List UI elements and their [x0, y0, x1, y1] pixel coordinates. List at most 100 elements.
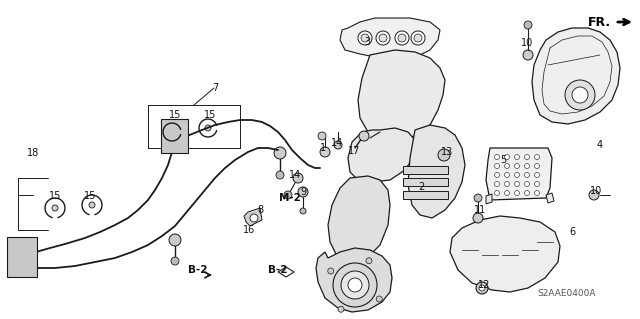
Circle shape — [341, 271, 369, 299]
Circle shape — [525, 190, 529, 196]
Bar — [403, 191, 448, 199]
Circle shape — [276, 171, 284, 179]
Text: 15: 15 — [84, 191, 96, 201]
Polygon shape — [486, 194, 492, 204]
FancyBboxPatch shape — [7, 237, 37, 277]
Polygon shape — [348, 128, 415, 182]
Polygon shape — [546, 193, 554, 203]
Circle shape — [572, 87, 588, 103]
Circle shape — [333, 263, 377, 307]
Circle shape — [504, 190, 509, 196]
Circle shape — [52, 205, 58, 211]
Circle shape — [504, 154, 509, 160]
Text: FR.: FR. — [588, 16, 611, 28]
Circle shape — [525, 182, 529, 187]
Bar — [403, 178, 448, 186]
Text: B-2: B-2 — [188, 265, 208, 275]
Text: 15: 15 — [204, 110, 216, 120]
Circle shape — [476, 282, 488, 294]
Text: 14: 14 — [331, 138, 343, 148]
Circle shape — [320, 147, 330, 157]
Circle shape — [379, 34, 387, 42]
Circle shape — [348, 278, 362, 292]
Circle shape — [525, 164, 529, 168]
Circle shape — [474, 194, 482, 202]
Circle shape — [534, 164, 540, 168]
Circle shape — [525, 173, 529, 177]
Text: 9: 9 — [300, 187, 306, 197]
Circle shape — [495, 182, 499, 187]
Text: 12: 12 — [478, 280, 490, 290]
Text: 13: 13 — [441, 147, 453, 157]
Text: 16: 16 — [243, 225, 255, 235]
Circle shape — [205, 125, 211, 131]
Polygon shape — [532, 28, 620, 124]
Circle shape — [504, 173, 509, 177]
Circle shape — [523, 50, 533, 60]
Polygon shape — [244, 208, 262, 226]
Circle shape — [318, 132, 326, 140]
Circle shape — [328, 268, 333, 274]
Circle shape — [293, 173, 303, 183]
Circle shape — [589, 190, 599, 200]
Circle shape — [534, 182, 540, 187]
Circle shape — [534, 190, 540, 196]
Polygon shape — [278, 267, 294, 277]
Text: 1: 1 — [320, 143, 326, 153]
Polygon shape — [328, 176, 390, 265]
Circle shape — [515, 164, 520, 168]
Circle shape — [376, 31, 390, 45]
Text: M-2: M-2 — [279, 193, 301, 203]
Circle shape — [169, 129, 175, 135]
Circle shape — [534, 173, 540, 177]
Circle shape — [395, 31, 409, 45]
Circle shape — [334, 141, 342, 149]
Text: 4: 4 — [597, 140, 603, 150]
Text: S2AAE0400A: S2AAE0400A — [538, 289, 596, 298]
Polygon shape — [486, 148, 552, 200]
Circle shape — [250, 214, 258, 222]
Circle shape — [361, 34, 369, 42]
Circle shape — [376, 296, 382, 302]
Circle shape — [169, 234, 181, 246]
Circle shape — [479, 285, 485, 291]
Text: 10: 10 — [590, 186, 602, 196]
Circle shape — [504, 164, 509, 168]
Text: 2: 2 — [418, 182, 424, 192]
Text: 11: 11 — [474, 205, 486, 215]
Circle shape — [411, 31, 425, 45]
Circle shape — [284, 191, 292, 199]
FancyBboxPatch shape — [161, 119, 188, 153]
Text: B-2: B-2 — [268, 265, 288, 275]
Text: 15: 15 — [49, 191, 61, 201]
Text: 6: 6 — [569, 227, 575, 237]
Circle shape — [534, 154, 540, 160]
Circle shape — [298, 187, 308, 197]
Circle shape — [438, 149, 450, 161]
Text: 15: 15 — [169, 110, 181, 120]
Bar — [403, 166, 448, 174]
Circle shape — [171, 257, 179, 265]
Circle shape — [473, 213, 483, 223]
Text: 8: 8 — [257, 205, 263, 215]
Circle shape — [414, 34, 422, 42]
Circle shape — [515, 182, 520, 187]
Text: 3: 3 — [364, 37, 370, 47]
Text: 5: 5 — [500, 155, 506, 165]
Circle shape — [358, 31, 372, 45]
Text: 10: 10 — [521, 38, 533, 48]
Circle shape — [366, 258, 372, 264]
Circle shape — [495, 154, 499, 160]
Circle shape — [495, 190, 499, 196]
Circle shape — [89, 202, 95, 208]
Circle shape — [398, 34, 406, 42]
Circle shape — [495, 164, 499, 168]
Circle shape — [565, 80, 595, 110]
Text: 14: 14 — [289, 170, 301, 180]
Circle shape — [515, 154, 520, 160]
Polygon shape — [450, 216, 560, 292]
Circle shape — [524, 21, 532, 29]
Circle shape — [515, 190, 520, 196]
Circle shape — [495, 173, 499, 177]
Polygon shape — [358, 50, 445, 140]
